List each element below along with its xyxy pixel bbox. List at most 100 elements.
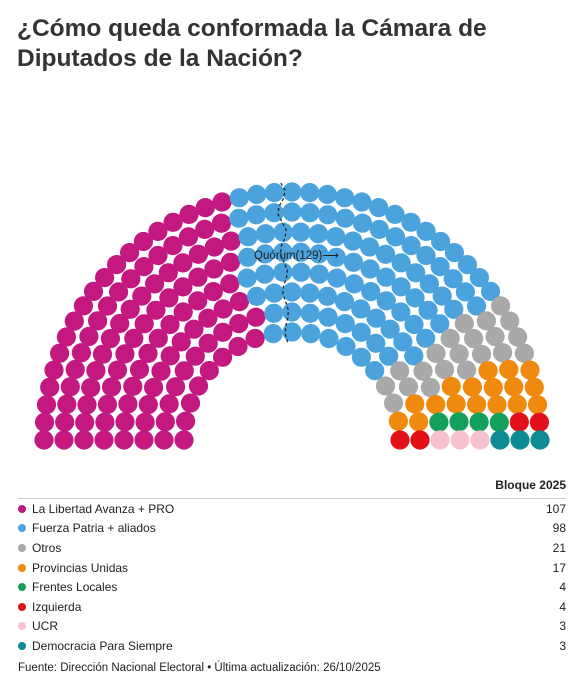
- seat: [195, 219, 215, 239]
- seat: [264, 203, 284, 223]
- seat: [449, 412, 469, 432]
- seat: [449, 344, 469, 364]
- seat: [163, 212, 183, 232]
- seat: [184, 319, 204, 339]
- seat: [404, 346, 424, 366]
- quorum-line: [277, 181, 290, 343]
- seat: [176, 411, 196, 431]
- seat: [134, 314, 154, 334]
- seat: [95, 412, 115, 432]
- seat: [446, 394, 466, 414]
- seat: [351, 347, 371, 367]
- seat: [188, 267, 208, 287]
- seat: [487, 395, 507, 415]
- seat: [366, 308, 386, 328]
- legend-value: 21: [552, 540, 566, 555]
- legend-value: 4: [559, 580, 566, 595]
- seat: [416, 328, 436, 348]
- seat: [301, 324, 321, 344]
- seat: [71, 343, 91, 363]
- seat: [444, 299, 464, 319]
- seat: [110, 313, 130, 334]
- seat: [151, 361, 171, 381]
- seat: [360, 259, 380, 279]
- seat: [527, 395, 548, 415]
- seat: [334, 292, 355, 312]
- seat: [318, 205, 338, 225]
- seat: [418, 300, 438, 320]
- legend-value: 4: [559, 599, 566, 614]
- seat: [376, 291, 396, 311]
- seat: [352, 192, 372, 212]
- seat: [213, 322, 233, 342]
- seat: [124, 328, 144, 348]
- seat: [388, 411, 408, 431]
- legend-label: Otros: [32, 540, 62, 555]
- seat: [327, 268, 347, 288]
- seat: [132, 286, 152, 306]
- seat: [282, 282, 302, 302]
- seat: [166, 377, 186, 397]
- seat: [54, 430, 74, 450]
- parliament-hemicycle: Quórum(129)⟶: [34, 181, 550, 450]
- seat: [471, 344, 492, 364]
- seat: [174, 430, 194, 450]
- seat: [195, 198, 215, 218]
- seat: [390, 430, 410, 450]
- seat: [83, 281, 104, 301]
- seat: [74, 430, 94, 450]
- seat: [282, 322, 302, 342]
- chart-title: ¿Cómo queda conformada la Cámara de Dipu…: [17, 15, 487, 72]
- seat: [450, 430, 470, 450]
- seat: [264, 283, 284, 303]
- legend-row: Provincias Unidas 17: [18, 558, 566, 578]
- source-note: Fuente: Dirección Nacional Electoral • Ú…: [18, 662, 381, 674]
- legend-swatch: [18, 583, 26, 592]
- legend-swatch: [18, 504, 26, 513]
- seat: [430, 430, 450, 450]
- seat: [352, 213, 373, 233]
- seat: [273, 262, 293, 282]
- seat: [431, 231, 451, 252]
- seat: [138, 343, 158, 363]
- legend-swatch: [18, 602, 26, 611]
- seat: [406, 263, 426, 283]
- seat: [145, 274, 165, 294]
- seat: [134, 257, 154, 277]
- seat: [385, 204, 405, 224]
- seat: [419, 274, 439, 294]
- seat: [440, 328, 460, 348]
- seat: [245, 328, 265, 349]
- seat: [198, 308, 218, 328]
- seat: [300, 183, 320, 203]
- legend-value: 98: [552, 521, 566, 536]
- seat: [485, 326, 505, 347]
- seat: [416, 221, 436, 241]
- legend-swatch: [18, 524, 26, 533]
- seat: [383, 393, 404, 413]
- legend-rows: La Libertad Avanza + PRO 107 Fuerza Patria…: [18, 499, 566, 656]
- seat: [188, 244, 208, 264]
- seat: [456, 360, 477, 380]
- legend-label: Provincias Unidas: [32, 560, 129, 575]
- quorum-label: Quórum(129)⟶: [254, 250, 339, 262]
- seat: [179, 204, 199, 224]
- seat: [35, 412, 55, 432]
- seat: [514, 343, 535, 363]
- legend-value: 17: [552, 560, 566, 575]
- seat: [174, 361, 194, 381]
- seat: [188, 291, 208, 311]
- seat: [366, 333, 386, 353]
- seat: [282, 202, 302, 222]
- seats-group: [34, 182, 550, 450]
- seat: [318, 307, 338, 327]
- seat: [185, 346, 205, 366]
- seat: [138, 395, 158, 415]
- seat: [229, 208, 249, 228]
- seat: [430, 314, 450, 334]
- seat: [361, 282, 381, 302]
- seat: [34, 430, 54, 450]
- seat: [154, 430, 174, 450]
- seat: [491, 296, 511, 316]
- seat: [237, 268, 257, 288]
